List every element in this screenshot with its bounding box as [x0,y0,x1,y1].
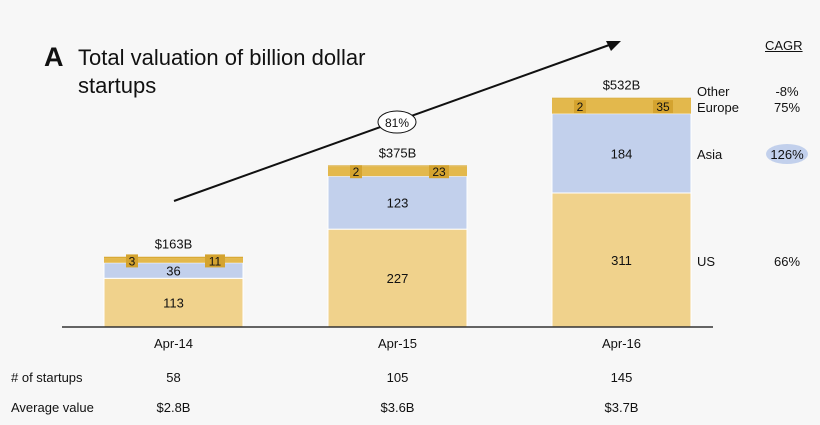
table-cell: 58 [166,370,180,385]
data-label-europe: 11 [209,254,222,268]
arrow-head-icon [606,41,621,51]
data-label-europe: 35 [656,100,670,114]
table-cell: 105 [387,370,409,385]
data-label-us: 311 [611,253,632,268]
data-label-other: 2 [577,100,584,114]
cagr-header: CAGR [765,38,803,53]
legend-us: US [697,254,715,269]
x-tick-label: Apr-14 [154,336,193,351]
legend-other: Other [697,84,730,99]
cagr-other: -8% [775,84,799,99]
bar-europe [104,258,243,263]
x-tick-label: Apr-16 [602,336,641,351]
total-label: $163B [155,237,193,252]
total-label: $532B [603,78,641,93]
table-row-label: # of startups [11,370,83,385]
table-cell: $2.8B [157,400,191,415]
bar-other [552,97,691,99]
cagr-highlight [766,144,808,164]
data-label-box [429,165,449,179]
bar-other [104,256,243,259]
chart-title: Total valuation of billion dollar startu… [78,45,366,98]
bar-asia [551,113,692,194]
data-label-box [205,254,225,268]
table-cell: $3.7B [605,400,639,415]
data-label-other: 3 [129,254,136,268]
bar-other [328,165,467,167]
data-label-asia: 184 [611,146,633,161]
data-label-asia: 36 [166,264,180,279]
data-label-us: 113 [163,296,184,311]
total-label: $375B [379,145,417,160]
bar-us [551,192,692,328]
panel-letter: A [44,42,64,72]
data-label-asia: 123 [387,196,409,211]
growth-label: 81% [385,116,409,130]
cagr-europe: 75% [774,100,800,115]
table-cell: $3.6B [381,400,415,415]
data-label-box [653,100,673,114]
data-label-box [350,165,362,179]
data-label-other: 2 [353,165,360,179]
legend-europe: Europe [697,100,739,115]
x-tick-label: Apr-15 [378,336,417,351]
cagr-asia: 126% [770,147,804,162]
data-label-box [126,254,138,268]
growth-bubble [377,110,417,134]
bar-europe [328,166,467,177]
legend-asia: Asia [697,147,723,162]
data-label-europe: 23 [432,165,446,179]
table-cell: 145 [611,370,633,385]
cagr-us: 66% [774,254,800,269]
data-label-us: 227 [387,271,409,286]
data-label-box [574,100,586,114]
table-row-label: Average value [11,400,94,415]
